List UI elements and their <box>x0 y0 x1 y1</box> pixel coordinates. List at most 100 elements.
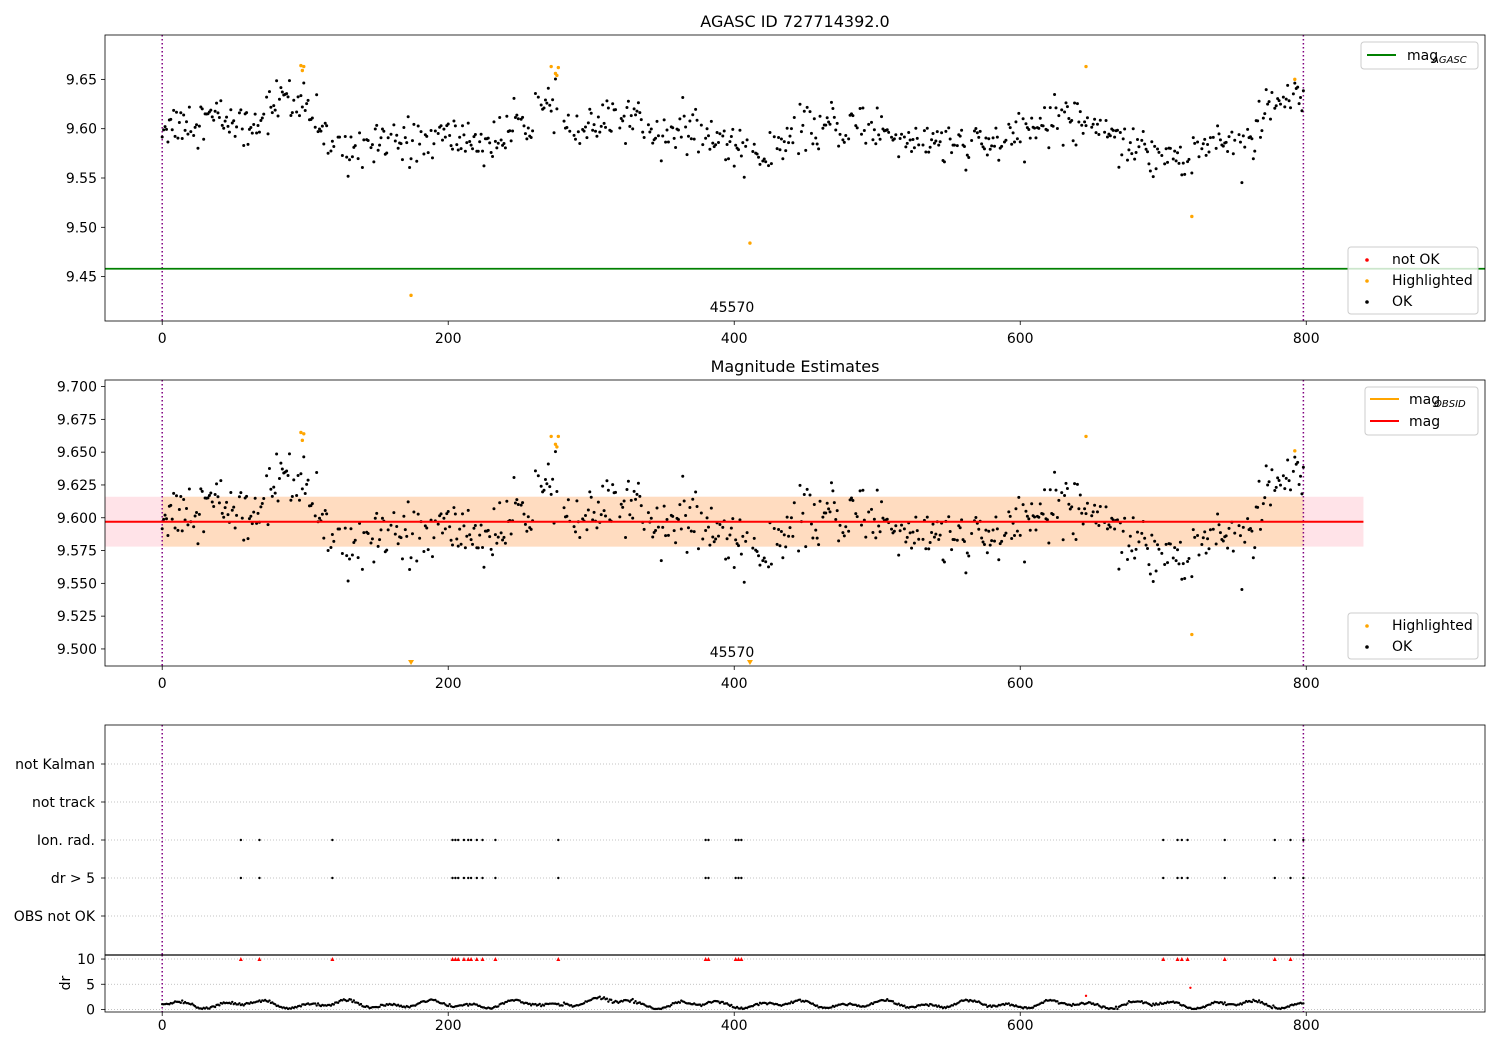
ok-point <box>1030 116 1034 120</box>
ok-point <box>1115 128 1119 132</box>
y-tick-label: 0 <box>86 1002 95 1018</box>
dr-point <box>384 1004 387 1007</box>
ok-point <box>842 534 846 538</box>
ok-point <box>1018 140 1022 144</box>
ok-point <box>1070 119 1074 123</box>
ok-point <box>1021 503 1025 507</box>
ok-point <box>1033 515 1037 519</box>
dr-point <box>1265 1002 1268 1006</box>
ok-point <box>1023 160 1027 164</box>
ok-point <box>874 142 878 146</box>
dr-gt-5-point <box>481 876 484 880</box>
ok-point <box>634 497 638 501</box>
ion-rad-point <box>331 838 334 842</box>
ok-point <box>654 136 658 140</box>
ok-point <box>1037 515 1041 519</box>
ok-point <box>870 120 874 124</box>
ok-point <box>1015 137 1019 141</box>
dr-point <box>231 1000 234 1004</box>
ok-point <box>508 129 512 133</box>
ok-point <box>408 166 412 170</box>
ok-point <box>313 125 317 129</box>
ok-point <box>664 140 668 144</box>
ok-point <box>280 467 284 471</box>
ok-point <box>525 137 529 141</box>
ok-point <box>1077 120 1081 124</box>
ok-point <box>874 536 878 540</box>
ok-point <box>1246 517 1250 521</box>
ok-point <box>232 119 236 123</box>
ok-point <box>325 512 329 516</box>
ok-point <box>250 522 254 526</box>
ok-point <box>729 135 733 139</box>
ok-point <box>731 127 735 131</box>
x-tick-label: 200 <box>435 1018 462 1034</box>
ok-point <box>947 126 951 130</box>
dr-point <box>273 1003 277 1006</box>
ok-point <box>1057 114 1061 118</box>
ok-point <box>412 122 416 126</box>
ok-point <box>938 533 942 537</box>
x-tick-label: 600 <box>1007 676 1034 692</box>
ok-point <box>744 144 748 148</box>
dr-point <box>1114 1005 1118 1008</box>
ok-point <box>970 138 974 142</box>
flag-category-label: not track <box>32 795 96 811</box>
legend-highlighted: Highlighted <box>1392 618 1473 634</box>
ok-point <box>818 114 822 118</box>
ok-point <box>1061 538 1065 542</box>
y-tick-label: 9.700 <box>57 380 97 396</box>
ok-point <box>403 528 407 532</box>
dr-point <box>366 1005 370 1008</box>
ok-point <box>1241 525 1245 529</box>
ok-point <box>1148 572 1152 576</box>
ok-point <box>402 514 406 518</box>
flag-category-label: Ion. rad. <box>37 833 95 849</box>
ok-point <box>706 134 710 138</box>
ok-point <box>606 106 610 110</box>
ok-point <box>744 539 748 543</box>
y-tick-label: 9.65 <box>66 72 97 88</box>
ok-point <box>914 126 918 130</box>
ok-point <box>182 113 186 117</box>
ok-point <box>498 115 502 119</box>
ok-point <box>382 129 386 133</box>
dr-point <box>884 999 888 1002</box>
ok-point <box>315 93 319 97</box>
figure-title: AGASC ID 727714392.0 <box>700 12 889 31</box>
ok-point <box>985 551 989 555</box>
ok-point <box>952 538 956 542</box>
ok-point <box>1291 92 1295 96</box>
ok-point <box>180 529 184 533</box>
ok-point <box>851 114 855 118</box>
ok-point <box>598 130 602 134</box>
ok-point <box>635 109 639 113</box>
ok-point <box>688 505 692 509</box>
dr-point <box>951 1004 955 1007</box>
ok-point <box>322 536 326 540</box>
dr-point <box>218 1004 221 1007</box>
ok-point <box>338 135 342 139</box>
ok-point <box>1181 161 1185 165</box>
ok-point <box>618 515 622 519</box>
dr-point <box>757 1003 760 1007</box>
ok-point <box>581 517 585 521</box>
ok-point <box>418 536 422 540</box>
ok-point <box>728 140 732 144</box>
ok-point <box>785 515 789 519</box>
ok-point <box>379 528 383 532</box>
ok-point <box>801 511 805 515</box>
ok-point <box>691 113 695 117</box>
ok-point <box>299 472 303 476</box>
ok-point <box>575 499 579 503</box>
ok-point <box>682 499 686 503</box>
ok-point <box>1120 153 1124 157</box>
ok-point <box>932 141 936 145</box>
ok-point <box>343 526 347 530</box>
ok-point <box>1237 133 1241 137</box>
ok-point <box>170 517 174 521</box>
ok-point <box>433 129 437 133</box>
ok-point <box>290 494 294 498</box>
ok-point <box>256 123 260 127</box>
ok-point <box>778 148 782 152</box>
